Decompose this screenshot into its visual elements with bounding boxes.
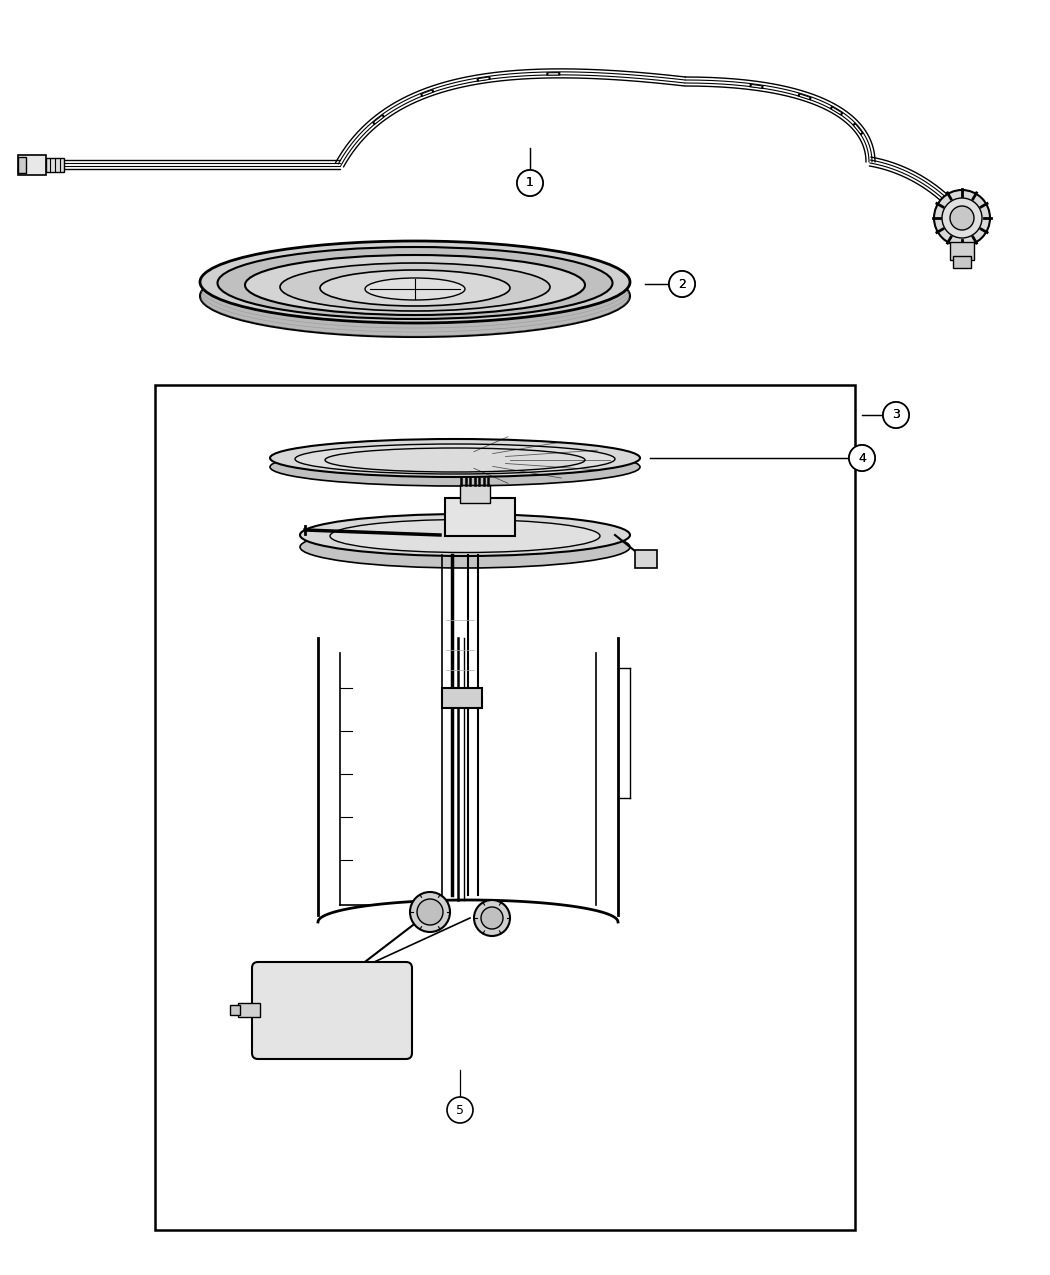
Bar — [18, 157, 26, 173]
Circle shape — [950, 207, 974, 230]
Circle shape — [934, 190, 990, 246]
Text: 2: 2 — [678, 278, 686, 291]
Text: 4: 4 — [858, 451, 866, 464]
Bar — [230, 1005, 240, 1015]
Circle shape — [942, 198, 982, 238]
Ellipse shape — [300, 527, 630, 567]
Bar — [155, 385, 855, 1230]
Circle shape — [517, 170, 543, 196]
Circle shape — [669, 272, 695, 297]
Ellipse shape — [270, 439, 640, 477]
Text: 1: 1 — [526, 176, 534, 190]
Ellipse shape — [200, 241, 630, 323]
FancyBboxPatch shape — [252, 963, 412, 1060]
Ellipse shape — [200, 255, 630, 337]
Bar — [445, 499, 514, 536]
Ellipse shape — [320, 270, 510, 306]
Text: 1: 1 — [526, 176, 534, 190]
Ellipse shape — [326, 448, 585, 472]
Ellipse shape — [295, 444, 615, 474]
Circle shape — [883, 402, 909, 428]
Bar — [18, 156, 46, 175]
Bar — [442, 688, 482, 708]
Ellipse shape — [245, 255, 585, 315]
Circle shape — [849, 445, 875, 470]
Bar — [953, 256, 971, 268]
Ellipse shape — [365, 278, 465, 300]
Bar — [46, 158, 64, 172]
Circle shape — [417, 899, 443, 924]
Ellipse shape — [217, 247, 612, 319]
Ellipse shape — [280, 263, 550, 311]
Circle shape — [481, 907, 503, 929]
Circle shape — [447, 1096, 473, 1123]
Ellipse shape — [330, 519, 600, 552]
Bar — [238, 1003, 260, 1017]
Circle shape — [474, 900, 510, 936]
Circle shape — [410, 892, 450, 932]
Text: 3: 3 — [892, 408, 900, 422]
Circle shape — [517, 170, 543, 196]
Circle shape — [669, 272, 695, 297]
Text: 3: 3 — [892, 408, 900, 422]
Text: 4: 4 — [858, 451, 866, 464]
Bar — [460, 484, 490, 504]
Circle shape — [849, 445, 875, 470]
Bar — [635, 550, 657, 567]
Ellipse shape — [270, 448, 640, 486]
Bar — [950, 242, 974, 260]
Ellipse shape — [300, 514, 630, 556]
Circle shape — [883, 402, 909, 428]
Text: 5: 5 — [456, 1103, 464, 1117]
Text: 2: 2 — [678, 278, 686, 291]
